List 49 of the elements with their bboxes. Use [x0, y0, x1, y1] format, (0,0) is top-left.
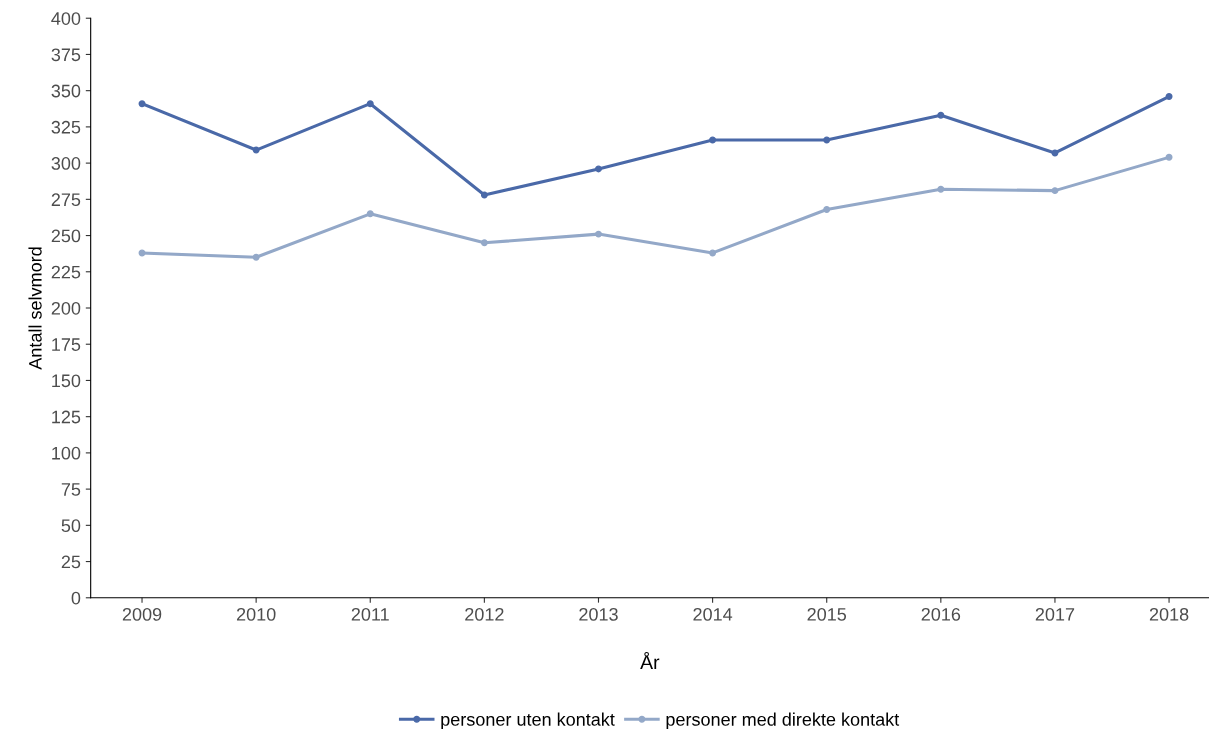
point: [480, 191, 488, 199]
x-tick-label: 2010: [236, 607, 276, 621]
point: [366, 210, 374, 218]
point: [595, 165, 602, 173]
x-tick-label: 2015: [807, 607, 847, 621]
point: [252, 253, 260, 261]
point: [709, 249, 717, 257]
x-tick-label: 2012: [465, 607, 504, 621]
y-tick-label: 100: [52, 446, 81, 460]
point: [1165, 153, 1173, 161]
point: [823, 136, 831, 144]
point: [138, 100, 146, 108]
point: [595, 230, 602, 238]
x-tick-label: 2016: [921, 607, 961, 621]
point: [709, 136, 717, 144]
y-tick-label: 400: [51, 12, 81, 25]
x-tick-label: 2011: [351, 607, 389, 621]
y-tick-label: 25: [61, 555, 81, 569]
point: [1051, 187, 1059, 195]
y-tick-label: 300: [51, 157, 81, 170]
y-axis-title: Antall selvmord: [28, 247, 42, 370]
y-tick-label: 50: [61, 519, 81, 533]
point: [937, 185, 945, 193]
x-tick-label: 2009: [122, 607, 162, 621]
legend-label: personer uten kontakt: [441, 712, 615, 729]
y-tick-label: 175: [52, 338, 81, 351]
y-tick-label: 275: [51, 193, 81, 207]
point: [252, 146, 260, 154]
x-tick-label: 2014: [693, 607, 733, 621]
legend-label: personer med direkte kontakt: [666, 712, 900, 729]
x-tick-label: 2013: [579, 607, 618, 621]
y-tick-label: 325: [51, 120, 81, 134]
y-tick-label: 125: [52, 410, 81, 424]
x-tick-label: 2017: [1035, 607, 1075, 621]
point: [1165, 92, 1173, 100]
y-tick-label: 375: [51, 48, 81, 62]
y-tick-label: 150: [52, 374, 81, 388]
x-axis-title: År: [640, 651, 660, 669]
point: [366, 100, 374, 108]
point: [480, 239, 488, 247]
y-tick-label: 350: [51, 84, 81, 98]
y-tick-label: 200: [51, 301, 81, 315]
y-tick-label: 75: [61, 483, 81, 496]
point: [823, 206, 831, 213]
x-tick-label: 2018: [1149, 607, 1189, 621]
y-tick-label: 225: [51, 265, 81, 279]
y-tick-label: 0: [71, 591, 81, 605]
point: [937, 111, 945, 119]
y-tick-label: 250: [51, 229, 81, 243]
